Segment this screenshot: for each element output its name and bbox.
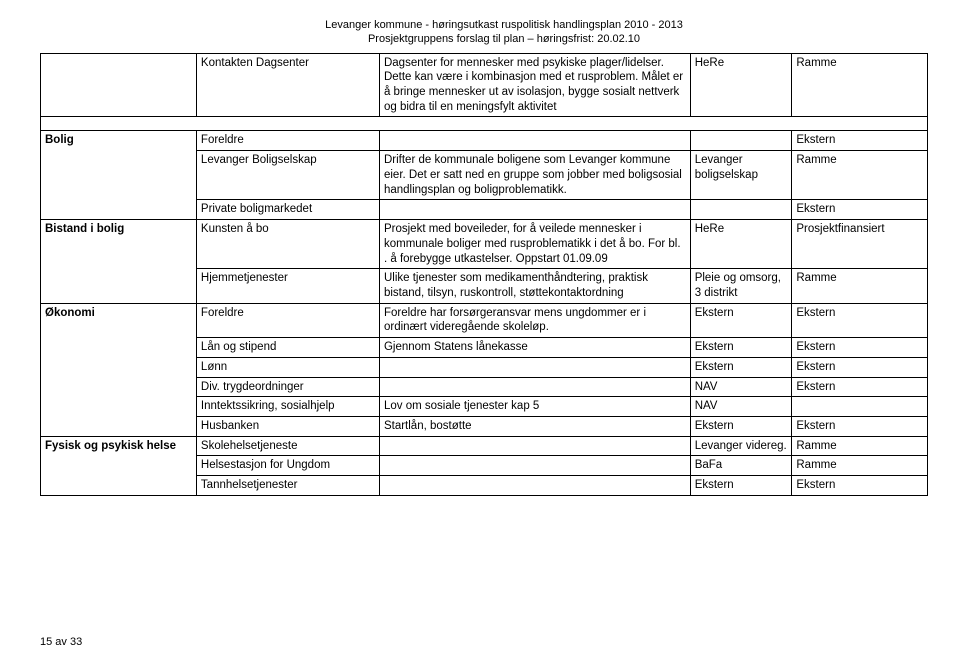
cell-c5 [792,397,928,417]
cell-c2: Kontakten Dagsenter [196,53,379,117]
header-line2: Prosjektgruppens forslag til plan – høri… [368,33,640,45]
cell-c3: Prosjekt med boveileder, for å veilede m… [379,220,690,269]
cell-c3 [379,456,690,476]
table-row: Kontakten Dagsenter Dagsenter for mennes… [41,53,928,117]
cell-c5: Ramme [792,53,928,117]
cell-c5: Ekstern [792,377,928,397]
table-row: Bistand i bolig Kunsten å bo Prosjekt me… [41,220,928,269]
cell-c5: Ekstern [792,416,928,436]
cell-c5: Ekstern [792,303,928,337]
cell-c3: Dagsenter for mennesker med psykiske pla… [379,53,690,117]
cell-c4: HeRe [690,53,792,117]
cell-c3 [379,377,690,397]
cell-category-fysisk: Fysisk og psykisk helse [41,436,197,495]
cell-c4 [690,131,792,151]
cell-c4: Ekstern [690,416,792,436]
cell-c2: Tannhelsetjenester [196,476,379,496]
cell-c3: Startlån, bostøtte [379,416,690,436]
cell-c2: Lønn [196,357,379,377]
cell-c2: Div. trygdeordninger [196,377,379,397]
cell-c2: Hjemmetjenester [196,269,379,303]
cell-c5: Ekstern [792,476,928,496]
cell-c3: Gjennom Statens lånekasse [379,338,690,358]
cell-c4: NAV [690,377,792,397]
cell-c2: Foreldre [196,303,379,337]
spacer-cell [41,117,928,131]
cell-c3: Lov om sosiale tjenester kap 5 [379,397,690,417]
table-row-spacer [41,117,928,131]
cell-c5: Ramme [792,269,928,303]
cell-c2: Levanger Boligselskap [196,151,379,200]
cell-category-bolig: Bolig [41,131,197,220]
cell-c4: BaFa [690,456,792,476]
cell-c5: Ekstern [792,200,928,220]
cell-c4: Ekstern [690,476,792,496]
cell-category [41,53,197,117]
table-row: Bolig Foreldre Ekstern [41,131,928,151]
cell-c3 [379,476,690,496]
cell-c4: Levanger boligselskap [690,151,792,200]
cell-c5: Ekstern [792,338,928,358]
cell-c5: Prosjektfinansiert [792,220,928,269]
cell-c2: Foreldre [196,131,379,151]
cell-c5: Ekstern [792,357,928,377]
main-table: Kontakten Dagsenter Dagsenter for mennes… [40,53,928,496]
page-footer: 15 av 33 [40,636,82,648]
cell-c4: Pleie og omsorg, 3 distrikt [690,269,792,303]
cell-c5: Ramme [792,436,928,456]
cell-c2: Helsestasjon for Ungdom [196,456,379,476]
cell-c5: Ekstern [792,131,928,151]
cell-c2: Kunsten å bo [196,220,379,269]
cell-c3: Drifter de kommunale boligene som Levang… [379,151,690,200]
cell-c2: Husbanken [196,416,379,436]
cell-c4: Ekstern [690,338,792,358]
header-line1: Levanger kommune - høringsutkast ruspoli… [325,19,683,31]
cell-c3: Ulike tjenester som medikamenthåndtering… [379,269,690,303]
cell-c4: NAV [690,397,792,417]
cell-c4: HeRe [690,220,792,269]
cell-c4: Ekstern [690,303,792,337]
cell-category-bistand: Bistand i bolig [41,220,197,304]
table-row: Fysisk og psykisk helse Skolehelsetjenes… [41,436,928,456]
cell-c2: Lån og stipend [196,338,379,358]
cell-c4: Levanger videreg. [690,436,792,456]
cell-c3 [379,357,690,377]
page-header: Levanger kommune - høringsutkast ruspoli… [80,18,928,47]
cell-c2: Private boligmarkedet [196,200,379,220]
cell-c5: Ramme [792,456,928,476]
cell-c3 [379,436,690,456]
cell-c2: Skolehelsetjeneste [196,436,379,456]
cell-c4 [690,200,792,220]
cell-c3: Foreldre har forsørgeransvar mens ungdom… [379,303,690,337]
cell-c3 [379,131,690,151]
table-row: Økonomi Foreldre Foreldre har forsørgera… [41,303,928,337]
cell-c3 [379,200,690,220]
cell-c5: Ramme [792,151,928,200]
cell-category-okonomi: Økonomi [41,303,197,436]
cell-c2: Inntektssikring, sosialhjelp [196,397,379,417]
cell-c4: Ekstern [690,357,792,377]
